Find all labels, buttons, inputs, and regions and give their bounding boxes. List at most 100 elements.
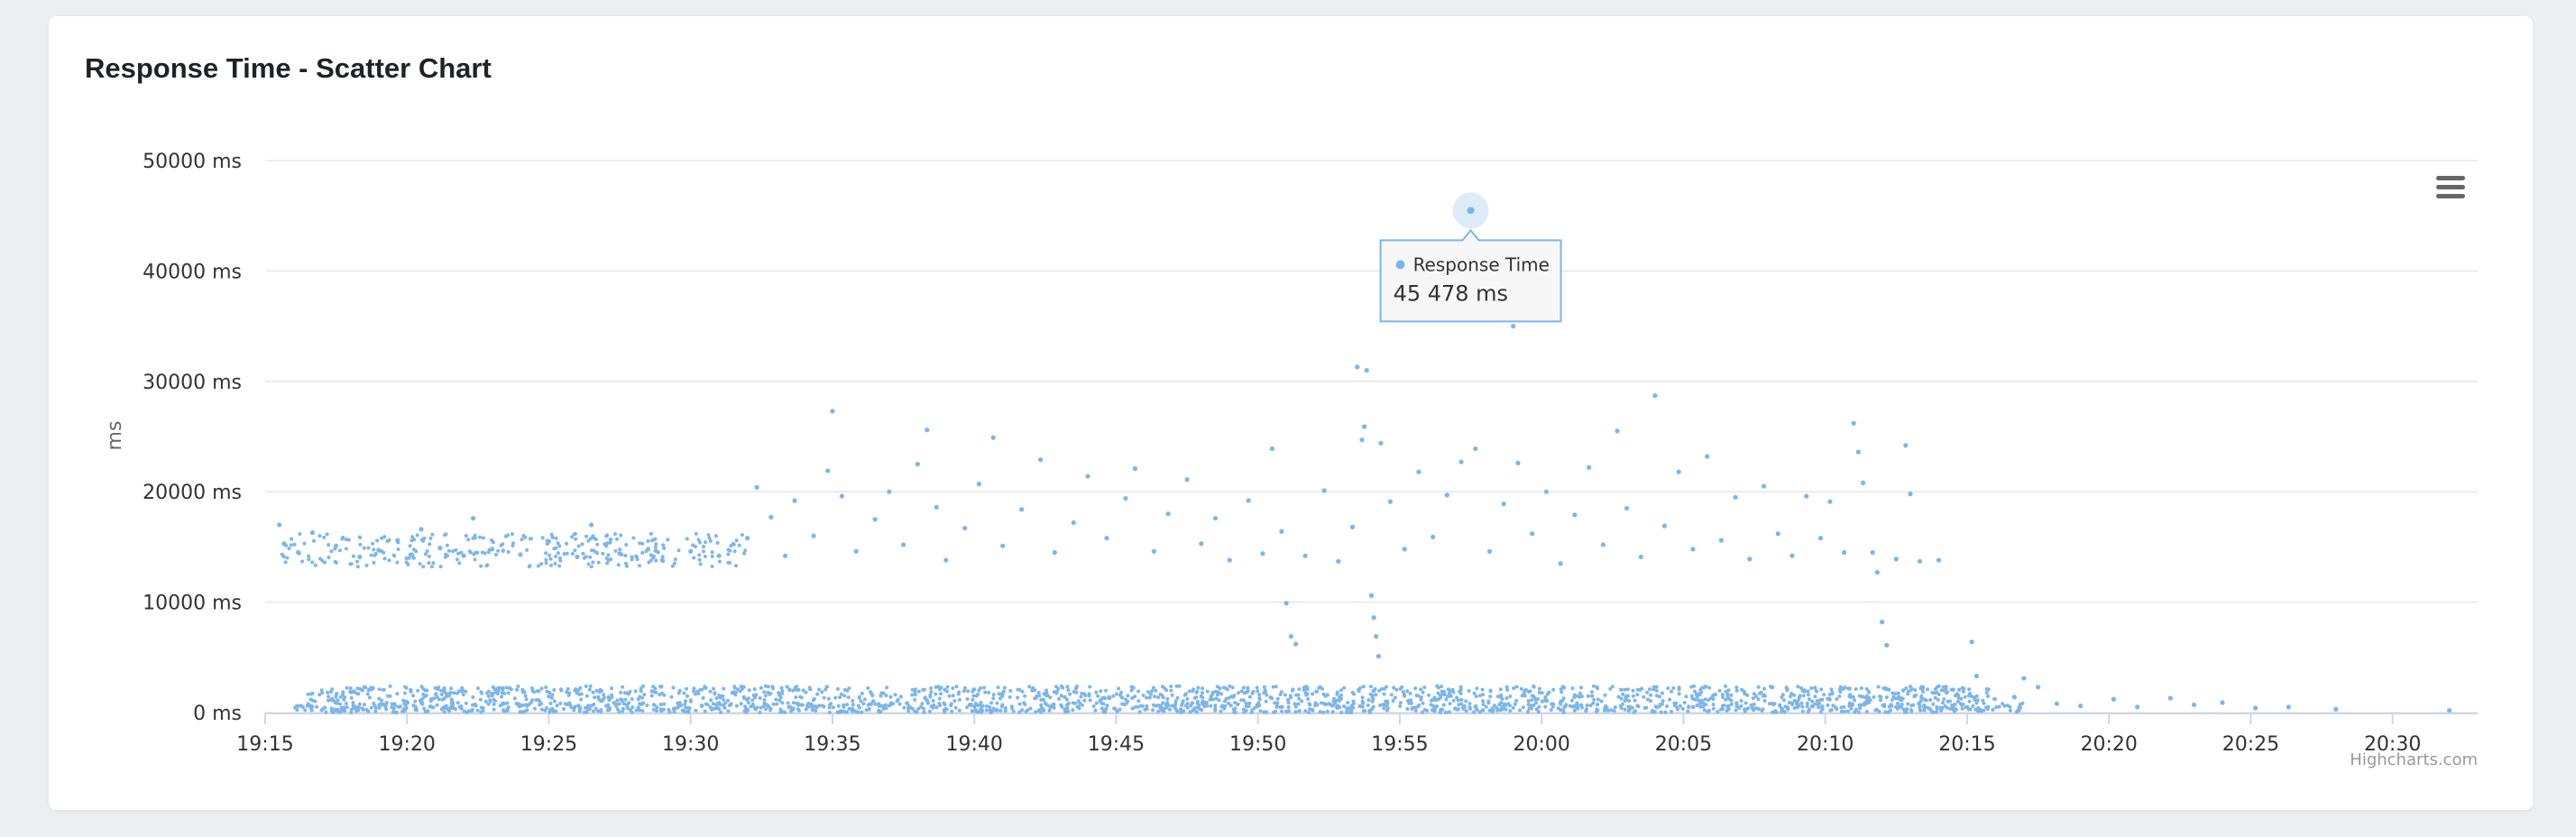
scatter-point[interactable]	[2054, 701, 2060, 706]
scatter-point[interactable]	[943, 557, 949, 563]
scatter-point[interactable]	[309, 529, 316, 536]
scatter-point[interactable]	[357, 554, 363, 560]
scatter-point[interactable]	[1349, 524, 1356, 529]
scatter-point[interactable]	[962, 525, 968, 531]
scatter-point[interactable]	[1515, 460, 1521, 465]
scatter-point[interactable]	[1359, 437, 1365, 443]
scatter-point[interactable]	[1486, 548, 1493, 554]
scatter-point[interactable]	[1279, 529, 1284, 534]
scatter-point[interactable]	[2078, 704, 2084, 709]
scatter-point[interactable]	[825, 468, 831, 474]
highlighted-point[interactable]	[1467, 207, 1475, 215]
scatter-point[interactable]	[1269, 446, 1275, 452]
scatter-point[interactable]	[2011, 694, 2017, 700]
scatter-point[interactable]	[281, 541, 287, 547]
scatter-point[interactable]	[575, 554, 580, 560]
scatter-point[interactable]	[1151, 548, 1156, 554]
scatter-point[interactable]	[2111, 696, 2117, 702]
scatter-point[interactable]	[1624, 505, 1630, 511]
scatter-point[interactable]	[1761, 483, 1767, 489]
scatter-point[interactable]	[1501, 501, 1506, 507]
scatter-point[interactable]	[1530, 531, 1535, 537]
scatter-point[interactable]	[1199, 541, 1204, 547]
scatter-point[interactable]	[768, 514, 774, 520]
scatter-point[interactable]	[296, 549, 301, 556]
scatter-point[interactable]	[934, 504, 939, 510]
scatter-point[interactable]	[1775, 531, 1780, 537]
scatter-point[interactable]	[716, 553, 722, 558]
scatter-point[interactable]	[839, 493, 845, 499]
scatter-point[interactable]	[1804, 493, 1809, 499]
scatter-point[interactable]	[1431, 534, 1436, 539]
scatter-point[interactable]	[645, 547, 651, 552]
scatter-point[interactable]	[1052, 549, 1057, 556]
scatter-point[interactable]	[2286, 704, 2291, 710]
scatter-point[interactable]	[2253, 705, 2259, 711]
scatter-point[interactable]	[976, 482, 982, 487]
scatter-point[interactable]	[1879, 620, 1885, 625]
scatter-point[interactable]	[2191, 702, 2197, 708]
scatter-point[interactable]	[915, 462, 920, 467]
scatter-point[interactable]	[925, 428, 930, 433]
scatter-point[interactable]	[688, 548, 694, 554]
scatter-point[interactable]	[1227, 557, 1232, 563]
scatter-point[interactable]	[830, 409, 835, 414]
scatter-point[interactable]	[2135, 704, 2140, 710]
credits-link[interactable]: Highcharts.com	[2350, 750, 2478, 769]
scatter-point[interactable]	[1355, 364, 1360, 370]
scatter-point[interactable]	[1827, 499, 1833, 504]
scatter-point[interactable]	[1733, 494, 1738, 500]
scatter-point[interactable]	[1718, 538, 1724, 543]
scatter-point[interactable]	[1165, 511, 1171, 517]
scatter-point[interactable]	[1789, 553, 1795, 558]
scatter-point[interactable]	[1558, 561, 1563, 566]
scatter-point[interactable]	[1903, 443, 1909, 448]
scatter-point[interactable]	[1246, 498, 1251, 503]
scatter-point[interactable]	[1364, 367, 1369, 373]
scatter-point[interactable]	[1037, 457, 1044, 463]
scatter-point[interactable]	[1283, 601, 1289, 606]
scatter-point[interactable]	[1104, 536, 1109, 541]
scatter-point[interactable]	[1336, 558, 1341, 564]
scatter-point[interactable]	[471, 515, 476, 521]
scatter-point[interactable]	[2167, 695, 2173, 701]
scatter-point[interactable]	[1375, 653, 1381, 659]
scatter-point[interactable]	[1690, 547, 1696, 552]
scatter-point[interactable]	[1615, 428, 1620, 434]
scatter-point[interactable]	[376, 547, 382, 553]
scatter-point[interactable]	[277, 522, 282, 528]
scatter-point[interactable]	[1416, 469, 1421, 474]
scatter-point[interactable]	[659, 557, 665, 563]
scatter-point[interactable]	[334, 543, 339, 548]
scatter-point[interactable]	[853, 548, 859, 554]
scatter-point[interactable]	[782, 553, 788, 558]
scatter-point[interactable]	[395, 538, 400, 543]
scatter-point[interactable]	[1402, 547, 1407, 552]
scatter-point[interactable]	[1000, 543, 1006, 548]
scatter-point[interactable]	[1387, 499, 1394, 504]
scatter-point[interactable]	[461, 553, 466, 558]
scatter-point[interactable]	[1893, 556, 1899, 562]
scatter-point[interactable]	[1378, 440, 1384, 446]
scatter-point[interactable]	[1321, 488, 1327, 493]
scatter-point[interactable]	[1600, 542, 1605, 547]
scatter-point[interactable]	[1874, 569, 1880, 575]
scatter-point[interactable]	[546, 538, 552, 544]
scatter-point[interactable]	[1458, 459, 1464, 464]
scatter-point[interactable]	[1842, 549, 1847, 556]
scatter-point[interactable]	[1855, 449, 1861, 455]
scatter-point[interactable]	[2021, 676, 2027, 681]
scatter-point[interactable]	[489, 547, 495, 552]
scatter-point[interactable]	[2333, 706, 2339, 712]
hamburger-menu-icon[interactable]	[2431, 168, 2470, 207]
scatter-point[interactable]	[1652, 393, 1658, 399]
scatter-point[interactable]	[1917, 558, 1923, 564]
scatter-point[interactable]	[872, 517, 878, 522]
scatter-point[interactable]	[1260, 551, 1265, 556]
scatter-point[interactable]	[1473, 446, 1478, 452]
scatter-point[interactable]	[1851, 420, 1856, 426]
scatter-point[interactable]	[1371, 615, 1376, 621]
scatter-point[interactable]	[1374, 633, 1379, 639]
scatter-point[interactable]	[900, 542, 906, 547]
scatter-point[interactable]	[1884, 642, 1890, 648]
